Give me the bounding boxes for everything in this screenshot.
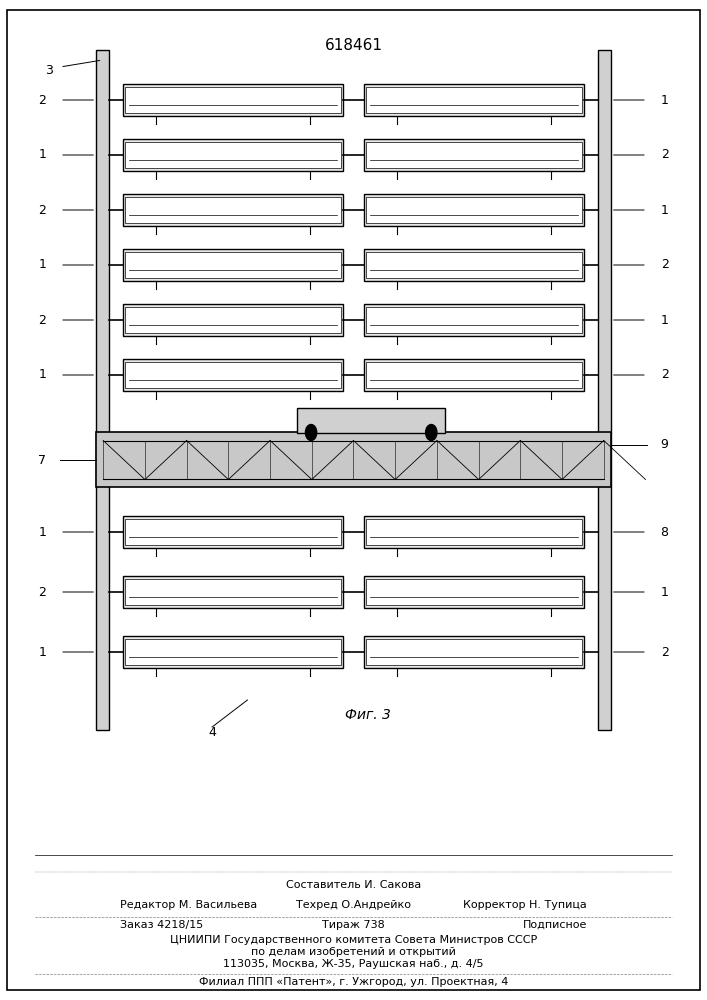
Bar [123,359,343,391]
Circle shape [305,424,317,440]
Bar [364,304,584,336]
Circle shape [426,424,437,440]
Bar [364,359,584,391]
Bar [125,307,341,333]
Text: Техред О.Андрейко: Техред О.Андрейко [296,900,411,910]
Text: 1: 1 [660,314,669,326]
Text: Редактор М. Васильева: Редактор М. Васильева [120,900,257,910]
Bar [125,519,341,545]
Text: ЦНИИПИ Государственного комитета Совета Министров СССР: ЦНИИПИ Государственного комитета Совета … [170,935,537,945]
Text: Филиал ППП «Патент», г. Ужгород, ул. Проектная, 4: Филиал ППП «Патент», г. Ужгород, ул. Про… [199,977,508,987]
Bar [366,87,582,113]
Bar [364,84,584,116]
Bar [123,636,343,668]
Text: 618461: 618461 [325,37,382,52]
Bar [366,639,582,665]
Text: Фиг. 3: Фиг. 3 [345,708,390,722]
Text: 1: 1 [38,258,47,271]
Bar [366,362,582,388]
Text: Подписное: Подписное [522,920,587,930]
Bar [125,252,341,278]
Text: 2: 2 [38,585,47,598]
Bar [125,362,341,388]
Bar [297,408,445,432]
Text: 1: 1 [38,646,47,658]
Bar [366,197,582,223]
Text: 1: 1 [38,368,47,381]
Bar [598,50,611,730]
Bar [364,194,584,226]
Bar [366,307,582,333]
Bar [364,139,584,171]
Text: 8: 8 [660,526,669,538]
Text: 9: 9 [660,438,669,452]
Bar [123,139,343,171]
Text: 1: 1 [660,204,669,217]
Bar [364,249,584,281]
Bar [125,639,341,665]
Text: Составитель И. Сакова: Составитель И. Сакова [286,880,421,890]
Bar [123,576,343,608]
Bar [366,579,582,605]
Bar [123,84,343,116]
Text: 2: 2 [660,646,669,658]
Text: 2: 2 [38,314,47,326]
Bar [96,432,611,487]
Bar [125,142,341,168]
Bar [123,194,343,226]
Text: 2: 2 [660,148,669,161]
Bar [125,579,341,605]
Bar [96,50,109,730]
Text: 2: 2 [660,368,669,381]
Bar [364,516,584,548]
Bar [125,87,341,113]
Text: 1: 1 [38,526,47,538]
Text: 1: 1 [38,148,47,161]
Bar [366,142,582,168]
Text: 2: 2 [38,94,47,106]
Text: 3: 3 [45,64,54,77]
Bar [366,252,582,278]
Bar [125,197,341,223]
Bar [364,636,584,668]
Text: Корректор Н. Тупица: Корректор Н. Тупица [463,900,587,910]
Bar [123,304,343,336]
Text: по делам изобретений и открытий: по делам изобретений и открытий [251,947,456,957]
Text: 4: 4 [208,726,216,738]
Bar [364,576,584,608]
Bar [123,516,343,548]
Text: Тираж 738: Тираж 738 [322,920,385,930]
Text: 2: 2 [38,204,47,217]
Text: 7: 7 [38,454,47,466]
Bar [366,519,582,545]
Text: 2: 2 [660,258,669,271]
Text: 1: 1 [660,94,669,106]
Bar [123,249,343,281]
Text: 1: 1 [660,585,669,598]
Text: 113035, Москва, Ж-35, Раушская наб., д. 4/5: 113035, Москва, Ж-35, Раушская наб., д. … [223,959,484,969]
Text: Заказ 4218/15: Заказ 4218/15 [120,920,204,930]
